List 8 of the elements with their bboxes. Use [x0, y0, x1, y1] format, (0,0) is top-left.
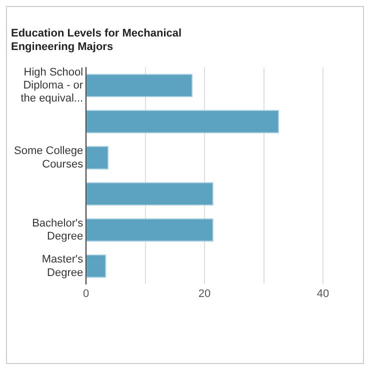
chart-title: Education Levels for Mechanical Engineering Majors	[11, 28, 182, 53]
y-tick-label: Bachelor's Degree	[32, 217, 84, 243]
x-tick-label: 20	[198, 288, 211, 300]
x-tick-label: 40	[316, 288, 330, 300]
x-tick-label: 0	[83, 288, 90, 300]
y-tick-label: Master's Degree	[42, 254, 84, 279]
y-tick-label: Some College Courses	[14, 145, 84, 170]
y-tick-label: High School Diploma - or the equival...	[20, 66, 84, 105]
